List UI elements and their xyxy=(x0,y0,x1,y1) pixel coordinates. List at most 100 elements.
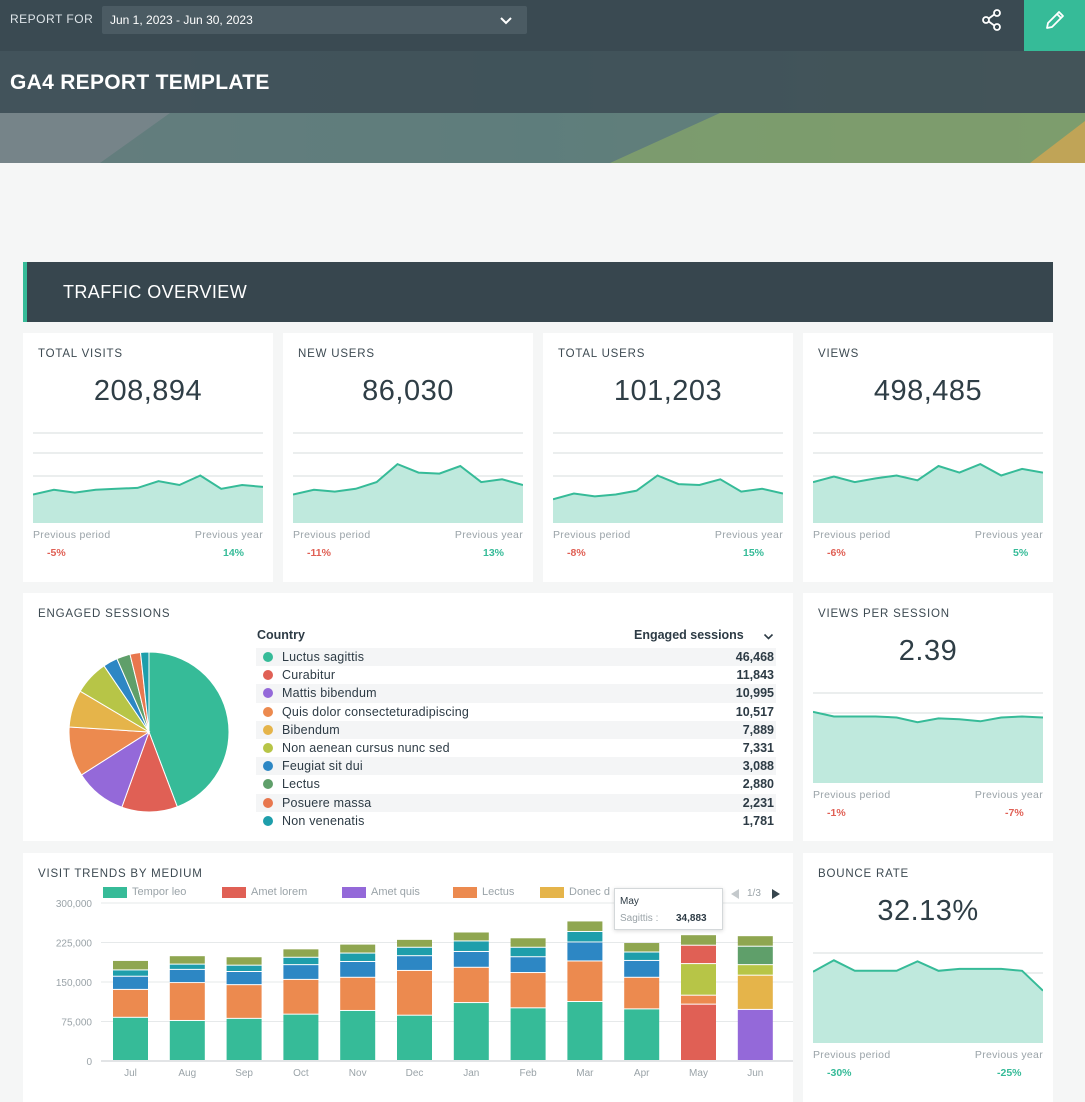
kpi-card-views-per-session: VIEWS PER SESSION 2.39 Previous period P… xyxy=(803,593,1053,841)
bar-segment[interactable] xyxy=(397,956,432,970)
bar-segment[interactable] xyxy=(453,967,489,1003)
bar-segment[interactable] xyxy=(453,951,489,967)
table-row[interactable]: Bibendum 7,889 xyxy=(256,720,776,739)
table-row[interactable]: Posuere massa 2,231 xyxy=(256,793,776,812)
bar-segment[interactable] xyxy=(510,938,546,947)
bar-segment[interactable] xyxy=(226,1018,262,1060)
bar-segment[interactable] xyxy=(567,961,603,1002)
pie-slice[interactable] xyxy=(139,651,150,733)
sessions-value: 11,843 xyxy=(736,668,774,683)
bar-segment[interactable] xyxy=(340,1010,376,1060)
share-icon[interactable] xyxy=(980,8,1004,32)
bar-segment[interactable] xyxy=(681,945,716,964)
bar-segment[interactable] xyxy=(737,1009,773,1060)
bar-segment[interactable] xyxy=(567,1002,603,1060)
bar-segment[interactable] xyxy=(226,957,262,965)
bar-segment[interactable] xyxy=(681,935,716,945)
bar-segment[interactable] xyxy=(453,1003,489,1060)
table-row[interactable]: Non venenatis 1,781 xyxy=(256,812,776,830)
bar-segment[interactable] xyxy=(397,970,432,1015)
bar-segment[interactable] xyxy=(340,953,376,961)
bar-segment[interactable] xyxy=(737,975,773,1009)
bar-segment[interactable] xyxy=(567,921,603,931)
bar-segment[interactable] xyxy=(737,965,773,975)
bar-segment[interactable] xyxy=(453,941,489,951)
bar-segment[interactable] xyxy=(113,970,148,976)
bar-segment[interactable] xyxy=(510,947,546,957)
table-row[interactable]: Mattis bibendum 10,995 xyxy=(256,684,776,703)
column-header-country[interactable]: Country xyxy=(257,628,305,642)
table-row[interactable]: Quis dolor consecteturadipiscing 10,517 xyxy=(256,703,776,721)
bar-segment[interactable] xyxy=(567,942,603,961)
bar-segment[interactable] xyxy=(226,985,262,1018)
legend-dot xyxy=(263,797,273,808)
bar-segment[interactable] xyxy=(624,977,660,1009)
legend-page-indicator: 1/3 xyxy=(747,888,761,899)
bar-segment[interactable] xyxy=(624,952,660,960)
bar-segment[interactable] xyxy=(169,969,205,983)
bar-segment[interactable] xyxy=(169,983,205,1020)
bar-segment[interactable] xyxy=(681,995,716,1004)
bar-segment[interactable] xyxy=(453,932,489,941)
legend-item[interactable]: Amet quis xyxy=(342,886,442,900)
legend-item[interactable]: Donec d xyxy=(540,886,620,900)
table-row[interactable]: Feugiat sit dui 3,088 xyxy=(256,757,776,776)
bar-segment[interactable] xyxy=(624,960,660,977)
bar-segment[interactable] xyxy=(169,1020,205,1060)
country-name: Bibendum xyxy=(282,722,340,737)
legend-prev-icon[interactable] xyxy=(729,888,741,900)
bar-segment[interactable] xyxy=(397,947,432,956)
bar-segment[interactable] xyxy=(283,957,319,965)
legend-dot xyxy=(263,779,273,790)
sort-chevron-icon[interactable] xyxy=(763,631,774,642)
bar-segment[interactable] xyxy=(340,961,376,977)
table-row[interactable]: Luctus sagittis 46,468 xyxy=(256,648,776,667)
bar-segment[interactable] xyxy=(510,957,546,973)
edit-button[interactable] xyxy=(1024,0,1085,51)
bar-segment[interactable] xyxy=(169,964,205,969)
bar-segment[interactable] xyxy=(169,956,205,964)
legend-dot xyxy=(263,706,273,717)
legend-item[interactable]: Amet lorem xyxy=(222,886,322,900)
legend-item[interactable]: Tempor leo xyxy=(103,886,203,900)
bar-segment[interactable] xyxy=(340,977,376,1010)
bar-segment[interactable] xyxy=(113,976,148,989)
bar-segment[interactable] xyxy=(567,931,603,942)
sparkline-line xyxy=(813,710,1043,724)
report-for-label: REPORT FOR xyxy=(10,12,94,26)
previous-year-label: Previous year xyxy=(194,529,263,541)
bar-segment[interactable] xyxy=(397,1015,432,1060)
bar-segment[interactable] xyxy=(681,964,716,995)
bar-segment[interactable] xyxy=(737,936,773,946)
date-range-select[interactable]: Jun 1, 2023 - Jun 30, 2023 xyxy=(102,6,527,34)
pie-slice[interactable] xyxy=(148,651,230,808)
legend-next-icon[interactable] xyxy=(770,888,782,900)
table-row[interactable]: Curabitur 11,843 xyxy=(256,666,776,684)
bar-segment[interactable] xyxy=(226,971,262,985)
bar-segment[interactable] xyxy=(283,965,319,979)
table-row[interactable]: Non aenean cursus nunc sed 7,331 xyxy=(256,739,776,757)
bar-segment[interactable] xyxy=(737,946,773,965)
bar-segment[interactable] xyxy=(624,1009,660,1060)
bar-segment[interactable] xyxy=(340,944,376,953)
bar-segment[interactable] xyxy=(283,949,319,957)
sparkline xyxy=(293,432,523,523)
bar-segment[interactable] xyxy=(624,943,660,952)
sparkline-line xyxy=(293,462,523,496)
column-header-engaged-sessions[interactable]: Engaged sessions xyxy=(634,628,744,642)
chevron-down-icon xyxy=(500,17,512,25)
bar-segment[interactable] xyxy=(113,1017,148,1060)
bar-segment[interactable] xyxy=(283,979,319,1014)
bar-segment[interactable] xyxy=(681,1004,716,1060)
y-tick-label: 225,000 xyxy=(56,939,93,950)
table-row[interactable]: Lectus 2,880 xyxy=(256,775,776,793)
sessions-value: 2,231 xyxy=(742,795,774,810)
legend-item[interactable]: Lectus xyxy=(453,886,553,900)
bar-segment[interactable] xyxy=(397,939,432,947)
bar-segment[interactable] xyxy=(226,965,262,971)
bar-segment[interactable] xyxy=(510,973,546,1008)
bar-segment[interactable] xyxy=(113,989,148,1017)
bar-segment[interactable] xyxy=(113,960,148,970)
bar-segment[interactable] xyxy=(510,1008,546,1060)
bar-segment[interactable] xyxy=(283,1014,319,1060)
